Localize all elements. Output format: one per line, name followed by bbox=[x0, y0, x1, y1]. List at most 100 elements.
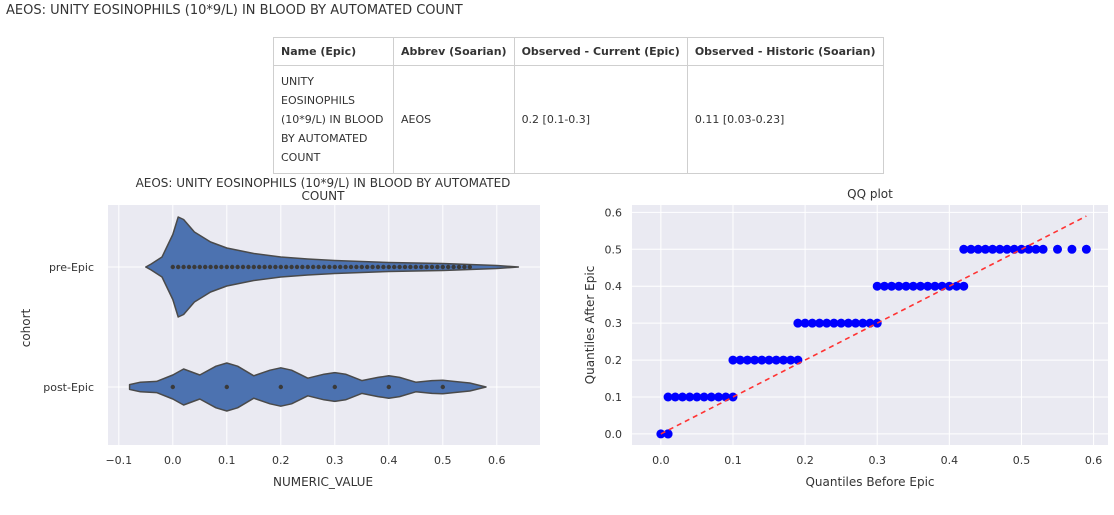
qq-point bbox=[807, 318, 817, 328]
violin-point bbox=[316, 264, 321, 270]
cell-name-line: EOSINOPHILS bbox=[281, 94, 355, 107]
qq-point bbox=[952, 281, 962, 291]
qq-point bbox=[757, 355, 767, 365]
header-name: Name (Epic) bbox=[273, 37, 394, 66]
violin-point bbox=[397, 264, 402, 270]
qq-point bbox=[764, 355, 774, 365]
violin-point bbox=[273, 264, 278, 270]
violin-x-tick-label: 0.5 bbox=[434, 454, 452, 467]
violin-x-tick-label: 0.3 bbox=[326, 454, 344, 467]
violin-point bbox=[348, 264, 354, 270]
qq-point bbox=[879, 281, 889, 291]
qq-reference-line bbox=[660, 215, 1087, 435]
violin-point bbox=[402, 264, 408, 270]
violin-point bbox=[343, 264, 348, 270]
violin-x-tick-label: −0.1 bbox=[105, 454, 132, 467]
violin-point bbox=[354, 264, 359, 270]
qq-point bbox=[1081, 244, 1091, 254]
qq-point bbox=[735, 355, 745, 365]
violin-point bbox=[370, 264, 375, 270]
qq-point bbox=[670, 392, 680, 402]
qq-point bbox=[714, 392, 724, 402]
violin-point bbox=[246, 264, 251, 270]
violin-point bbox=[321, 264, 327, 270]
qq-point bbox=[793, 318, 803, 328]
qq-x-tick-label: 0.2 bbox=[796, 454, 814, 467]
violin-point bbox=[359, 264, 364, 270]
violin-point bbox=[284, 264, 289, 270]
violin-point bbox=[424, 264, 429, 270]
violin-point bbox=[278, 264, 283, 270]
violin-point bbox=[224, 384, 229, 390]
violin-point bbox=[213, 264, 219, 270]
violin-point bbox=[192, 264, 197, 270]
qq-point bbox=[800, 318, 810, 328]
violin-point bbox=[327, 264, 332, 270]
violin-point bbox=[224, 264, 229, 270]
table-row: UNITY EOSINOPHILS (10*9/L) IN BLOOD BY A… bbox=[273, 65, 884, 174]
violin-point bbox=[300, 264, 305, 270]
qq-point bbox=[822, 318, 832, 328]
violin-shapes bbox=[128, 216, 520, 412]
table-header-row: Name (Epic) Abbrev (Soarian) Observed - … bbox=[273, 37, 884, 66]
qq-point bbox=[995, 244, 1005, 254]
violin-point bbox=[203, 264, 208, 270]
cell-current: 0.2 [0.1-0.3] bbox=[513, 65, 688, 174]
violin-point bbox=[235, 264, 240, 270]
qq-x-tick-label: 0.6 bbox=[1085, 454, 1103, 467]
qq-chart: 0.0 0.1 0.2 0.3 0.4 0.5 0.6 0.0 0.1 0.2 0.3 0.4 0.5… bbox=[583, 187, 1108, 489]
violin-point bbox=[332, 264, 337, 270]
qq-y-tick-label: 0.5 bbox=[605, 243, 623, 256]
page-title: AEOS: UNITY EOSINOPHILS (10*9/L) IN BLOO… bbox=[6, 3, 463, 18]
qq-point bbox=[915, 281, 925, 291]
cell-historic: 0.11 [0.03-0.23] bbox=[686, 65, 884, 174]
qq-y-ticks: 0.0 0.1 0.2 0.3 0.4 0.5 0.6 bbox=[605, 206, 623, 441]
violin-x-tick-label: 0.2 bbox=[272, 454, 290, 467]
cell-name-line: (10*9/L) IN BLOOD bbox=[281, 113, 384, 126]
qq-point bbox=[771, 355, 781, 365]
qq-point bbox=[1038, 244, 1048, 254]
qq-y-tick-label: 0.4 bbox=[605, 280, 623, 293]
qq-point bbox=[1024, 244, 1034, 254]
violin-points bbox=[170, 264, 472, 390]
violin-x-tick-label: 0.0 bbox=[164, 454, 182, 467]
violin-point bbox=[257, 264, 262, 270]
violin-point bbox=[181, 264, 186, 270]
violin-point bbox=[251, 264, 256, 270]
header-abbrev: Abbrev (Soarian) bbox=[393, 37, 515, 66]
qq-x-tick-label: 0.1 bbox=[724, 454, 742, 467]
violin-point bbox=[311, 264, 316, 270]
qq-point bbox=[829, 318, 839, 328]
violin-point bbox=[197, 264, 202, 270]
violin-point bbox=[365, 264, 370, 270]
violin-point bbox=[435, 264, 440, 270]
qq-point bbox=[843, 318, 853, 328]
violin-point bbox=[381, 264, 386, 270]
cell-abbrev: AEOS bbox=[393, 65, 515, 174]
violin-point bbox=[294, 264, 300, 270]
header-historic: Observed - Historic (Soarian) bbox=[686, 37, 884, 66]
qq-point bbox=[742, 355, 752, 365]
qq-y-axis-label: Quantiles After Epic bbox=[583, 266, 597, 385]
cell-name: UNITY EOSINOPHILS (10*9/L) IN BLOOD BY A… bbox=[273, 65, 394, 174]
cell-name-line: UNITY bbox=[281, 75, 314, 88]
qq-y-tick-label: 0.2 bbox=[605, 354, 623, 367]
violin-point bbox=[170, 264, 175, 270]
qq-point bbox=[858, 318, 868, 328]
violin-post-epic bbox=[128, 362, 487, 412]
qq-point bbox=[692, 392, 702, 402]
violin-x-tick-label: 0.1 bbox=[218, 454, 236, 467]
violin-point bbox=[267, 264, 273, 270]
qq-point bbox=[1031, 244, 1041, 254]
violin-point bbox=[467, 264, 472, 270]
qq-point bbox=[966, 244, 976, 254]
violin-point bbox=[219, 264, 224, 270]
violin-x-ticks: −0.1 0.0 0.1 0.2 0.3 0.4 0.5 0.6 bbox=[105, 454, 505, 467]
violin-pre-epic bbox=[145, 216, 520, 318]
qq-point bbox=[887, 281, 897, 291]
qq-point bbox=[894, 281, 904, 291]
qq-point bbox=[663, 392, 673, 402]
violin-point bbox=[462, 264, 467, 270]
cell-name-line: BY AUTOMATED bbox=[281, 132, 368, 145]
violin-y-tick-label: post-Epic bbox=[43, 381, 94, 394]
